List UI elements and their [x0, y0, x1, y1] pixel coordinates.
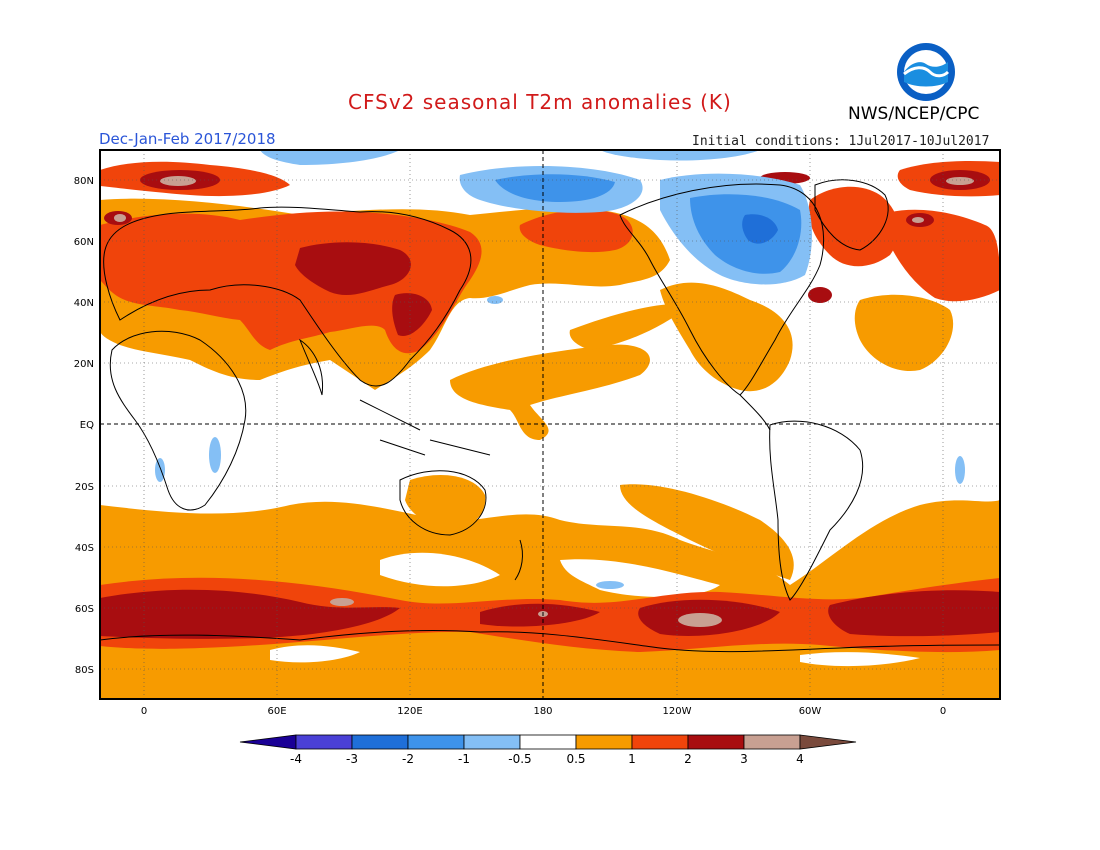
anomaly-region-arctic-tan-3	[114, 214, 126, 222]
colorbar-swatch	[575, 734, 633, 750]
anomaly-region-southern-darkred-4	[828, 590, 1000, 637]
latitude-labels: 80N 60N 40N 20N EQ 20S 40S 60S 80S	[74, 176, 94, 676]
lat-label: 20S	[75, 482, 94, 493]
colorbar-label: -2	[402, 752, 414, 766]
coastline-north-america	[619, 183, 825, 396]
anomaly-region-antarctic-white	[270, 645, 920, 667]
colorbar-swatch	[687, 734, 745, 750]
map-frame	[99, 149, 1001, 700]
anomaly-region-arctic-blue-mid	[495, 174, 615, 202]
anomaly-region-alaska-red	[519, 209, 633, 253]
anomaly-region-greenland-red	[808, 186, 899, 267]
colorbar-label: 1	[628, 752, 636, 766]
colorbar-swatch	[407, 734, 465, 750]
colorbar-label: 2	[684, 752, 692, 766]
anomaly-region-arctic-blue-strip-2	[600, 150, 760, 161]
coastline-south-america	[769, 420, 864, 601]
colorbar-swatch	[351, 734, 409, 750]
coastline-africa	[109, 330, 247, 511]
colorbar-swatch	[295, 734, 353, 750]
noaa-logo	[897, 43, 955, 101]
coastline-australia	[399, 470, 487, 536]
anomaly-region-arctic-tan-4	[912, 217, 924, 223]
logo-seagull	[903, 66, 950, 78]
coastline-central-america	[739, 394, 771, 431]
lat-label: EQ	[80, 420, 94, 431]
coastline-india	[298, 338, 324, 396]
lon-label: 0	[141, 706, 147, 717]
anomaly-region-arctic-tan-1	[160, 176, 196, 186]
anomaly-region-africa-blue-2	[155, 458, 165, 482]
anomaly-region-tropical-pacific-orange	[450, 344, 650, 440]
anomaly-region-north-pacific-orange	[569, 304, 690, 350]
coastline-antarctica	[100, 629, 1000, 653]
colorbar-label: 4	[796, 752, 804, 766]
anomaly-region-south-america-blue	[955, 456, 965, 484]
lon-label: 60W	[799, 706, 822, 717]
anomaly-region-atlantic-darkred	[808, 287, 832, 303]
anomaly-region-southern-tan-2	[330, 598, 354, 606]
anomaly-region-arctic-blue-strip	[260, 150, 400, 165]
map-panel	[100, 150, 1000, 699]
colorbar-swatch	[631, 734, 689, 750]
colorbar-label: -3	[346, 752, 358, 766]
anomaly-region-south-pacific-orange	[620, 484, 794, 580]
agency-label: NWS/NCEP/CPC	[848, 104, 980, 124]
lon-label: 120W	[663, 706, 692, 717]
colorbar-label: -1	[458, 752, 470, 766]
lon-label: 60E	[267, 706, 286, 717]
lon-label: 180	[533, 706, 552, 717]
lat-label: 40S	[75, 543, 94, 554]
lat-label: 60N	[74, 237, 94, 248]
anomaly-region-canada-blue-dark	[742, 214, 778, 244]
anomaly-region-southern-tan-1	[678, 613, 722, 627]
anomaly-region-south-pacific-blue	[596, 581, 624, 589]
lat-label: 80S	[75, 665, 94, 676]
anomaly-region-eurasia-darkred-1	[295, 242, 411, 295]
lat-label: 60S	[75, 604, 94, 615]
anomaly-region-eurasia-darkred-2	[392, 293, 432, 336]
colorbar-swatch	[743, 734, 801, 750]
longitude-labels: 0 60E 120E 180 120W 60W 0	[141, 706, 946, 717]
colorbar-arrow-left	[239, 734, 297, 750]
anomaly-region-east-atlantic-orange	[854, 294, 954, 371]
colorbar-label: -0.5	[508, 752, 531, 766]
coastline-greenland	[814, 179, 889, 251]
anomaly-region-australia-orange	[405, 475, 486, 529]
lat-label: 80N	[74, 176, 94, 187]
coastline-eurasia	[103, 206, 472, 387]
colorbar-label: -4	[290, 752, 302, 766]
colorbar-label: 0.5	[566, 752, 585, 766]
coastline-new-zealand	[514, 539, 523, 581]
coastlines	[100, 179, 1000, 653]
anomaly-region-arctic-tan-2	[946, 177, 974, 185]
anomaly-region-atlantic-red	[880, 209, 1000, 302]
colorbar-arrow-right	[799, 734, 857, 750]
lon-label: 0	[940, 706, 946, 717]
anomaly-region-africa-blue-1	[209, 437, 221, 473]
anomaly-region-southern-darkred-1	[100, 589, 400, 639]
colorbar-swatch	[519, 734, 577, 750]
colorbar-swatch	[463, 734, 521, 750]
anomaly-region-north-america-orange	[660, 282, 793, 392]
lat-label: 40N	[74, 298, 94, 309]
lat-label: 20N	[74, 359, 94, 370]
colorbar-label: 3	[740, 752, 748, 766]
lon-label: 120E	[397, 706, 422, 717]
season-label: Dec-Jan-Feb 2017/2018	[99, 130, 276, 148]
coastline-maritime-se-asia	[359, 399, 491, 456]
anomaly-region-pacific-blue	[487, 296, 503, 304]
initial-conditions-label: Initial conditions: 1Jul2017-10Jul2017	[692, 134, 990, 149]
anomaly-region-white-gap-a	[380, 552, 500, 587]
colorbar: -4 -3 -2 -1 -0.5 0.5 1 2 3 4	[239, 734, 857, 766]
figure-title: CFSv2 seasonal T2m anomalies (K)	[348, 90, 732, 114]
